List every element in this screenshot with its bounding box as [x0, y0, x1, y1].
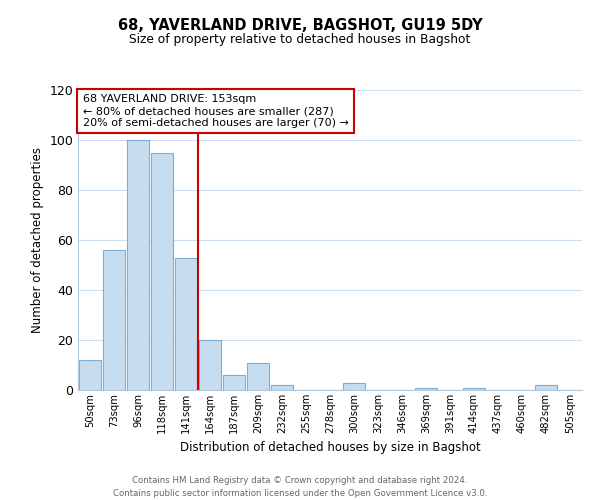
Bar: [223, 375, 245, 390]
Bar: [79, 360, 101, 390]
Bar: [463, 388, 485, 390]
Bar: [199, 340, 221, 390]
Text: 68, YAVERLAND DRIVE, BAGSHOT, GU19 5DY: 68, YAVERLAND DRIVE, BAGSHOT, GU19 5DY: [118, 18, 482, 32]
Bar: [175, 258, 197, 390]
Text: Size of property relative to detached houses in Bagshot: Size of property relative to detached ho…: [130, 32, 470, 46]
Bar: [103, 250, 125, 390]
Text: 68 YAVERLAND DRIVE: 153sqm
← 80% of detached houses are smaller (287)
20% of sem: 68 YAVERLAND DRIVE: 153sqm ← 80% of deta…: [83, 94, 349, 128]
Bar: [247, 362, 269, 390]
Bar: [127, 140, 149, 390]
Bar: [415, 388, 437, 390]
Bar: [343, 382, 365, 390]
X-axis label: Distribution of detached houses by size in Bagshot: Distribution of detached houses by size …: [179, 442, 481, 454]
Text: Contains HM Land Registry data © Crown copyright and database right 2024.
Contai: Contains HM Land Registry data © Crown c…: [113, 476, 487, 498]
Bar: [271, 385, 293, 390]
Y-axis label: Number of detached properties: Number of detached properties: [31, 147, 44, 333]
Bar: [535, 385, 557, 390]
Bar: [151, 152, 173, 390]
